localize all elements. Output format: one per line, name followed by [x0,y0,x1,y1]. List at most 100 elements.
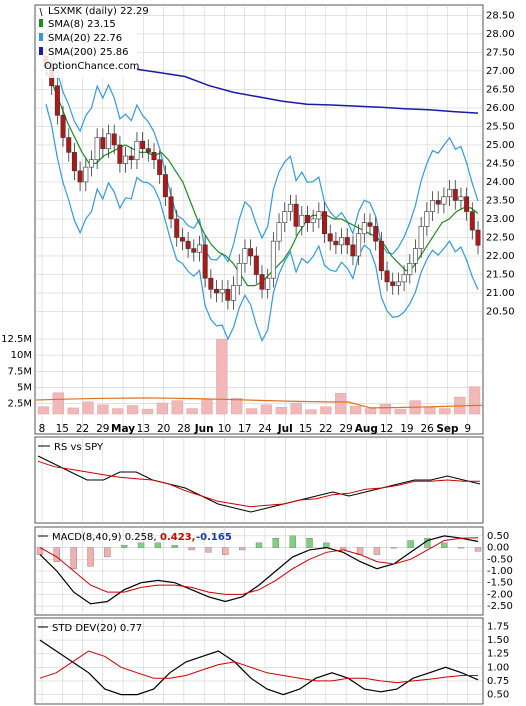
price-tick-label: 23.00 [486,214,515,225]
candle-body [191,248,197,253]
volume-tick-label: 12.5M [1,334,32,345]
volume-bar [67,407,79,415]
candle-body [236,263,242,286]
date-tick-label: 20 [157,423,170,435]
candle-body [151,152,157,161]
date-tick-label: 22 [319,423,332,435]
volume-bar [186,408,198,415]
date-tick-label: 9 [464,423,471,435]
macd-histogram-bar [70,547,77,569]
price-candles [43,46,481,310]
candle-body [202,244,208,279]
date-tick-label: 10 [218,423,231,435]
volume-bar [82,401,94,415]
bollinger-lower [45,104,479,343]
price-tick-label: 23.50 [486,195,515,206]
volume-bar [141,408,154,415]
candle-body [287,203,293,212]
date-tick-label: Sep [436,423,459,435]
candle-body [88,159,94,168]
price-tick-label: 21.50 [486,269,515,280]
candle-body [60,115,66,138]
date-tick-label: 22 [76,423,89,435]
date-tick-label: 12 [380,423,393,435]
date-tick-label: 15 [299,423,312,435]
rs-panel-frame [34,436,484,524]
volume-bar [171,400,183,415]
std-average-line [39,650,478,684]
date-tick-label: Jul [277,423,293,435]
price-tick-label: 26.50 [486,84,515,95]
candle-body [401,274,407,283]
volume-bar [394,408,406,415]
volume-axis-labels: 12.5M 10M 7.5M 5M 2.5M [1,334,32,410]
date-tick-label: May [111,423,135,435]
volume-bar [364,408,377,415]
macd-histogram-bar [137,542,145,548]
candle-body [339,237,345,246]
volume-bar [468,386,481,415]
price-tick-label: 28.50 [486,10,515,21]
rs-average-line [37,460,480,508]
macd-histogram-bar [104,547,111,558]
candle-body [94,137,100,161]
volume-bar [320,406,332,415]
macd-histogram-bar [306,538,313,548]
macd-histogram-bar [154,542,162,548]
volume-bar [231,397,243,415]
candle-body [196,244,202,253]
macd-hist-value: -0.165 [196,532,232,543]
macd-histogram-bar [255,542,263,548]
legend-sma8-swatch [39,19,43,27]
volume-tick-label: 10M [11,350,32,361]
candle-body [458,196,464,201]
candle-body [418,226,424,249]
std-tick-label: 1.50 [487,635,509,646]
candle-body [293,203,299,227]
volume-bar [201,399,213,415]
date-axis-labels: 8 15 22 29 May 13 20 28 Jun 10 17 24 Jul 15 22 29 Aug 12 1… [39,423,471,435]
candle-body [299,214,305,227]
legend: LSXMK (daily) 22.29 SMA(8) 23.15 SMA(20)… [37,6,149,78]
candle-body [111,133,117,146]
volume-bar [379,404,391,415]
candle-body [157,159,163,175]
candle-body [276,222,282,242]
candle-body [475,229,481,246]
indicator-lines [35,29,483,696]
macd-histogram-bar [205,547,212,553]
candle-body [179,237,185,242]
macd-tick-label: -2.00 [487,589,513,600]
candle-body [350,244,356,257]
candle-body [174,218,180,238]
volume-bar [305,409,317,415]
price-axis-labels: 28.50 28.00 27.50 27.00 26.50 26.00 25.50 25.00… [486,10,515,317]
price-tick-label: 26.00 [486,103,515,114]
candle-body [310,218,316,223]
macd-histogram-bar [373,547,381,555]
volume-bar [290,402,302,415]
std-title: STD DEV(20) 0.77 [52,623,142,634]
macd-axis-labels: 0.500.00-0.50-1.00-1.50-2.00-2.50 [487,531,513,612]
rs-legend: RS vs SPY [38,442,104,453]
date-tick-label: 29 [339,423,352,435]
candle-body [327,233,333,242]
candle-body [106,133,112,149]
price-tick-label: 20.50 [486,306,515,317]
volume-bar [260,404,273,415]
macd-tick-label: 0.50 [487,531,509,542]
price-tick-label: 28.00 [486,29,515,40]
candle-body [71,152,77,172]
candle-body [265,277,271,290]
candle-body [242,248,248,264]
macd-histogram-bar [323,542,330,548]
candle-body [225,288,231,301]
volume-bar [216,339,228,415]
candle-body [83,166,89,183]
macd-histogram-bar [441,542,448,548]
price-tick-label: 24.00 [486,177,515,188]
volume-bar [97,404,109,415]
candle-body [356,233,362,257]
candle-body [259,274,265,290]
price-tick-label: 22.00 [486,251,515,262]
